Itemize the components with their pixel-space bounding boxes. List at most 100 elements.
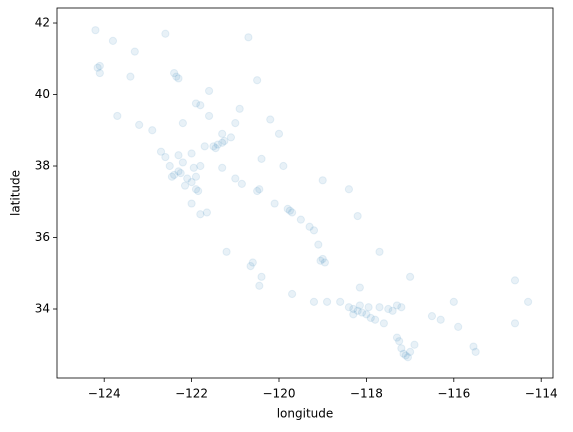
point [257, 154, 266, 163]
point [375, 247, 384, 256]
point [353, 211, 362, 221]
point [209, 142, 218, 151]
point [305, 222, 314, 231]
point [469, 342, 478, 351]
point [170, 170, 179, 180]
point [170, 68, 179, 78]
point [174, 74, 183, 83]
y-tick-label: 42 [35, 16, 50, 30]
x-axis-label: longitude [277, 407, 334, 421]
point [220, 136, 229, 146]
point [156, 147, 166, 156]
point [244, 33, 253, 42]
point [196, 210, 205, 219]
point [288, 208, 297, 217]
point [237, 179, 246, 188]
point [309, 297, 319, 306]
point [91, 26, 100, 35]
y-tick-label: 36 [35, 230, 50, 244]
x-tick-label: −122 [175, 387, 208, 401]
point [172, 72, 181, 81]
point [257, 272, 266, 281]
point [253, 186, 262, 196]
point [471, 347, 480, 357]
point [218, 138, 227, 147]
point [392, 301, 402, 310]
point [410, 340, 419, 349]
x-tick-label: −116 [437, 387, 470, 401]
point [266, 115, 275, 124]
point [148, 126, 157, 135]
x-tick-label: −114 [525, 387, 558, 401]
point [196, 161, 205, 171]
point [196, 101, 205, 110]
point [397, 344, 406, 353]
point [523, 297, 533, 306]
point [510, 319, 520, 328]
point [320, 258, 329, 267]
point [397, 303, 406, 312]
point [191, 185, 201, 194]
point [322, 297, 332, 306]
point [427, 312, 437, 321]
point [314, 240, 323, 249]
point [187, 149, 196, 158]
x-tick-label: −124 [88, 387, 121, 401]
point [270, 199, 279, 208]
point [379, 319, 388, 328]
point [176, 169, 185, 178]
point [191, 99, 201, 108]
point [194, 186, 203, 196]
point [126, 72, 135, 81]
point [235, 104, 244, 113]
point [248, 258, 257, 267]
point [135, 120, 144, 129]
point [204, 86, 214, 96]
point [218, 129, 227, 138]
point [211, 144, 220, 153]
point [449, 297, 458, 306]
point [344, 185, 354, 194]
point [218, 163, 227, 172]
point [510, 276, 520, 285]
point [130, 47, 139, 56]
point [204, 111, 214, 121]
point [399, 349, 408, 358]
point [202, 208, 211, 217]
point [253, 76, 262, 85]
x-tick-label: −120 [263, 387, 296, 401]
point [191, 172, 201, 181]
plot-frame [56, 7, 554, 379]
point [167, 172, 177, 181]
point [355, 301, 364, 310]
point [226, 133, 236, 142]
point [355, 283, 364, 292]
y-tick-label: 38 [35, 159, 50, 173]
point [178, 119, 187, 128]
point [395, 337, 404, 346]
point [274, 129, 284, 138]
point [436, 315, 445, 324]
point [178, 158, 187, 167]
point [231, 119, 240, 128]
point [405, 272, 415, 281]
point [95, 61, 104, 71]
point [189, 163, 198, 172]
y-tick-label: 34 [35, 302, 50, 316]
point [161, 29, 170, 38]
x-tick-label: −118 [350, 387, 383, 401]
point [318, 254, 327, 264]
point [283, 204, 292, 214]
y-tick-label: 40 [35, 87, 50, 101]
point [364, 303, 373, 312]
point [113, 111, 122, 121]
point [349, 310, 358, 319]
point [187, 199, 196, 208]
point [288, 289, 297, 299]
point [95, 68, 104, 78]
point [401, 351, 410, 360]
point [392, 333, 402, 342]
point [255, 281, 264, 290]
point [388, 306, 397, 315]
